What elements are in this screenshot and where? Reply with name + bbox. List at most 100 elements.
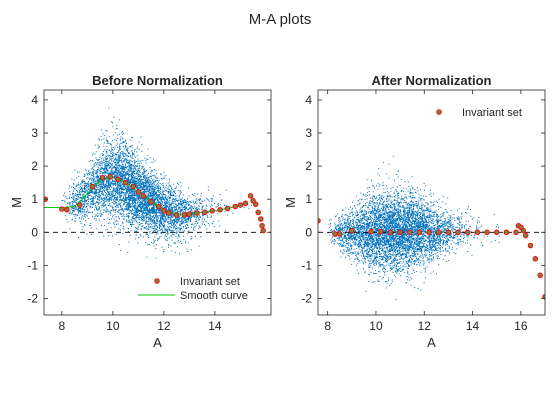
scatter-point bbox=[160, 210, 161, 212]
scatter-point bbox=[149, 220, 151, 222]
scatter-point bbox=[161, 197, 163, 199]
scatter-point bbox=[142, 172, 143, 174]
scatter-point bbox=[160, 216, 162, 218]
scatter-point bbox=[114, 211, 116, 213]
scatter-point bbox=[75, 218, 77, 219]
scatter-point bbox=[227, 214, 229, 216]
scatter-point bbox=[145, 176, 147, 178]
scatter-point bbox=[181, 219, 183, 221]
scatter-point bbox=[97, 199, 99, 201]
scatter-point bbox=[85, 200, 87, 202]
scatter-point bbox=[109, 186, 111, 187]
scatter-point bbox=[114, 132, 116, 134]
scatter-point bbox=[191, 226, 193, 228]
scatter-point bbox=[189, 216, 190, 218]
scatter-point bbox=[206, 228, 208, 230]
scatter-point bbox=[197, 215, 198, 217]
scatter-point bbox=[136, 211, 138, 213]
scatter-point bbox=[69, 228, 71, 230]
scatter-point bbox=[182, 207, 184, 209]
scatter-point bbox=[146, 194, 148, 196]
scatter-point bbox=[98, 205, 100, 207]
scatter-point bbox=[152, 210, 154, 212]
scatter-point bbox=[143, 186, 145, 188]
scatter-point bbox=[121, 174, 123, 176]
scatter-point bbox=[92, 196, 94, 198]
scatter-point bbox=[109, 143, 111, 145]
scatter-point bbox=[124, 169, 126, 171]
scatter-point bbox=[159, 208, 161, 210]
scatter-point bbox=[120, 205, 122, 207]
scatter-point bbox=[174, 242, 176, 244]
scatter-point bbox=[133, 180, 135, 182]
scatter-point bbox=[154, 221, 156, 223]
scatter-point bbox=[98, 203, 100, 205]
scatter-point bbox=[117, 158, 119, 160]
scatter-point bbox=[73, 190, 75, 192]
scatter-point bbox=[108, 159, 110, 161]
scatter-point bbox=[134, 205, 136, 207]
scatter-point bbox=[112, 192, 114, 194]
scatter-point bbox=[150, 194, 151, 195]
scatter-point bbox=[167, 233, 169, 235]
scatter-point bbox=[162, 224, 164, 226]
scatter-point bbox=[130, 172, 132, 174]
scatter-point bbox=[159, 187, 161, 188]
scatter-point bbox=[175, 208, 177, 210]
scatter-point bbox=[82, 187, 84, 189]
scatter-point bbox=[78, 237, 79, 238]
scatter-point bbox=[152, 212, 153, 214]
scatter-point bbox=[81, 180, 83, 182]
scatter-point bbox=[111, 206, 113, 208]
scatter-point bbox=[167, 229, 169, 231]
scatter-point bbox=[75, 194, 77, 196]
scatter-point bbox=[147, 223, 149, 225]
scatter-point bbox=[95, 173, 97, 175]
scatter-point bbox=[108, 197, 110, 199]
scatter-point bbox=[194, 215, 196, 217]
scatter-point bbox=[80, 197, 82, 199]
scatter-point bbox=[143, 216, 145, 218]
scatter-point bbox=[137, 176, 139, 178]
scatter-point bbox=[137, 174, 139, 175]
scatter-point bbox=[90, 227, 92, 229]
scatter-point bbox=[153, 208, 154, 210]
scatter-point bbox=[116, 137, 118, 139]
scatter-point bbox=[102, 182, 104, 184]
scatter-point bbox=[79, 194, 81, 196]
scatter-point bbox=[152, 194, 154, 196]
scatter-point bbox=[118, 154, 120, 156]
scatter-point bbox=[185, 208, 187, 210]
scatter-point bbox=[102, 193, 104, 195]
scatter-point bbox=[136, 199, 138, 201]
scatter-point bbox=[130, 165, 132, 167]
scatter-point bbox=[87, 184, 89, 185]
scatter-point bbox=[126, 216, 128, 217]
scatter-point bbox=[141, 185, 142, 187]
scatter-point bbox=[96, 193, 98, 195]
scatter-point bbox=[93, 174, 94, 176]
scatter-point bbox=[143, 182, 145, 184]
scatter-point bbox=[123, 197, 124, 199]
scatter-point bbox=[211, 222, 213, 224]
scatter-point bbox=[85, 168, 87, 170]
scatter-point bbox=[118, 185, 120, 187]
scatter-point bbox=[131, 176, 133, 178]
scatter-point bbox=[163, 178, 165, 179]
scatter-point bbox=[170, 197, 172, 199]
scatter-point bbox=[128, 175, 130, 177]
scatter-point bbox=[137, 211, 139, 213]
scatter-point bbox=[195, 217, 197, 219]
scatter-point bbox=[144, 210, 146, 212]
scatter-point bbox=[190, 218, 192, 220]
scatter-point bbox=[139, 195, 140, 197]
scatter-point bbox=[116, 154, 118, 156]
scatter-point bbox=[154, 213, 156, 215]
scatter-point bbox=[119, 165, 121, 167]
scatter-point bbox=[140, 184, 142, 185]
scatter-point bbox=[155, 257, 157, 259]
scatter-point bbox=[163, 218, 165, 220]
scatter-point bbox=[105, 163, 107, 165]
scatter-point bbox=[149, 157, 151, 159]
scatter-point bbox=[184, 227, 186, 229]
